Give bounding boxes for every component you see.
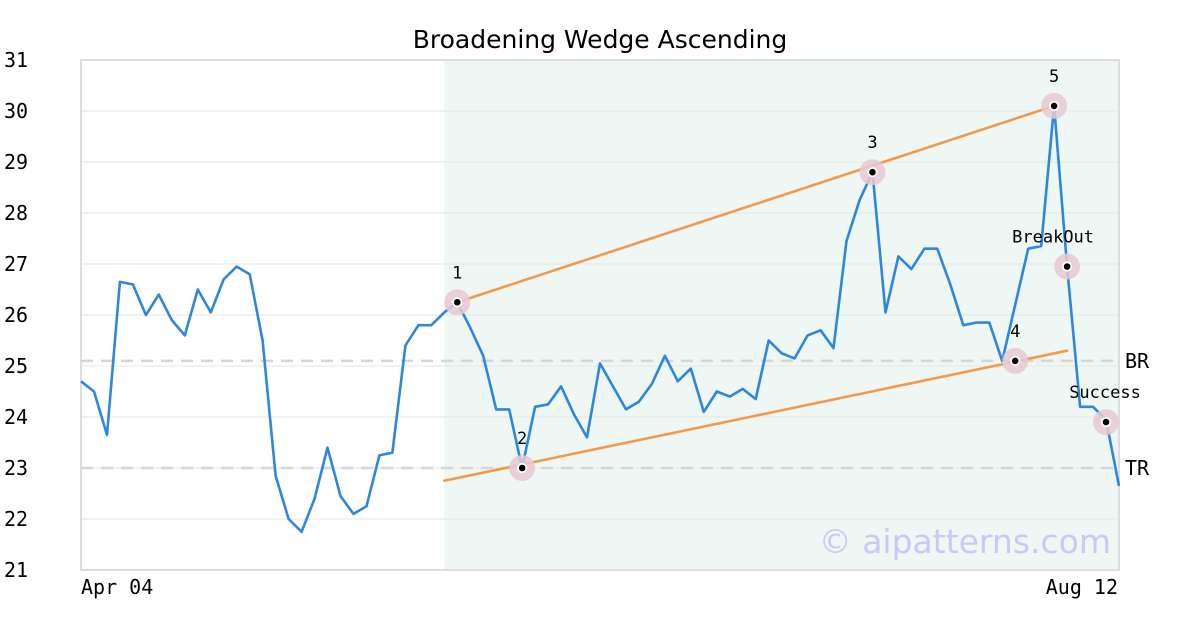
y-tick-label: 22 bbox=[4, 507, 28, 531]
point-3-marker bbox=[867, 167, 878, 178]
y-tick-label: 21 bbox=[4, 558, 28, 582]
y-tick-label: 24 bbox=[4, 405, 28, 429]
price-line bbox=[80, 104, 1121, 534]
x-tick-label-start: Apr 04 bbox=[81, 575, 153, 599]
point-label-4: 4 bbox=[1010, 322, 1020, 342]
wedge-upper-line bbox=[455, 104, 1056, 304]
y-tick-label: 28 bbox=[4, 201, 28, 225]
y-tick-label: 23 bbox=[4, 456, 28, 480]
y-tick-label: 25 bbox=[4, 354, 28, 378]
wedge-lower-line bbox=[442, 349, 1069, 483]
point-label-1: 1 bbox=[452, 263, 462, 283]
y-tick-label: 27 bbox=[4, 252, 28, 276]
point-1-marker bbox=[452, 297, 463, 308]
point-4-marker bbox=[1010, 355, 1021, 366]
plot-border bbox=[80, 59, 1120, 571]
point-label-5: 5 bbox=[1049, 67, 1059, 87]
point-5-marker bbox=[1049, 100, 1060, 112]
point-label-3: 3 bbox=[867, 133, 877, 153]
y-tick-label: 26 bbox=[4, 303, 28, 327]
y-tick-label: 29 bbox=[4, 150, 28, 174]
point-success-marker bbox=[1100, 416, 1112, 428]
point-breakout-marker bbox=[1062, 261, 1073, 272]
point-label-2: 2 bbox=[517, 429, 527, 449]
hline-label-br: BR bbox=[1125, 349, 1150, 373]
chart-title: Broadening Wedge Ascending bbox=[413, 25, 788, 54]
point-2-marker bbox=[517, 462, 528, 474]
point-label-breakout: BreakOut bbox=[1012, 228, 1094, 248]
y-tick-label: 30 bbox=[4, 99, 28, 123]
y-tick-label: 31 bbox=[4, 48, 28, 72]
plot-area: © aipatterns.com 1 2 3 4 5 BreakOut Success bbox=[80, 59, 1141, 571]
watermark: © aipatterns.com bbox=[819, 522, 1111, 561]
x-tick-label-end: Aug 12 bbox=[1046, 575, 1118, 599]
point-label-success: Success bbox=[1069, 383, 1141, 403]
hline-label-tr: TR bbox=[1125, 456, 1150, 480]
